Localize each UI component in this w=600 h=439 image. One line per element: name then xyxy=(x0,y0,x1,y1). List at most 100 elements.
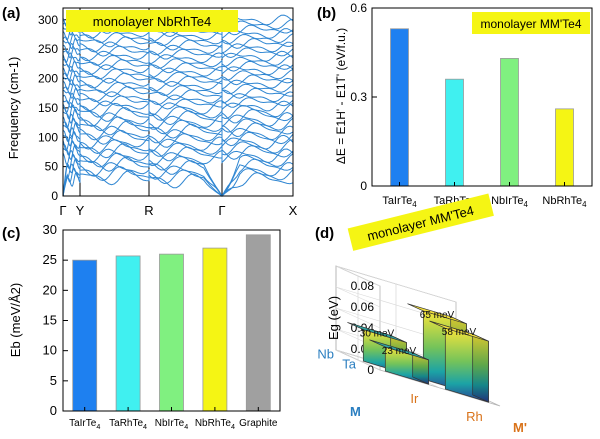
z-grid-line xyxy=(335,286,457,324)
z-axis-label: Eg (eV) xyxy=(326,296,341,340)
bar-Ta-Rh: 58 meV xyxy=(429,320,489,403)
title-box xyxy=(472,12,590,34)
panel-a-phonon-dispersion: (a) Frequency (cm-1) 050100150200250300 … xyxy=(2,5,298,218)
bar-top-face xyxy=(347,322,407,343)
x-tick-label: Γ xyxy=(59,203,66,218)
panel-label-a: (a) xyxy=(2,5,20,22)
phonon-branch xyxy=(62,100,294,117)
y-tick-label: 200 xyxy=(38,72,58,86)
x-ticks: TaIrTe4 TaRhTe4 NbIrTe4 NbRhTe4 Graphite xyxy=(69,407,278,431)
title-box xyxy=(347,193,494,251)
bar-value-label: 65 meV xyxy=(420,310,455,321)
title-box xyxy=(66,10,238,32)
z-grid-line xyxy=(335,265,457,303)
bar-NbIrTe4 xyxy=(159,253,184,412)
phonon-branch xyxy=(62,64,294,79)
y-tick-label: 20 xyxy=(43,282,57,297)
y-tick-label: 0.3 xyxy=(350,90,367,104)
mprime-category-label: Ir xyxy=(410,391,419,406)
y-tick-label: 0 xyxy=(360,179,367,193)
x-tick-label: R xyxy=(144,203,153,218)
panel-label-d: (d) xyxy=(315,225,334,242)
bar-value-label: 30 meV xyxy=(360,329,395,340)
chart-title: monolayer MM'Te4 xyxy=(481,17,582,31)
z-tick-label: 0.06 xyxy=(351,300,375,314)
phonon-branch xyxy=(62,148,294,167)
bar-NbRhTe4 xyxy=(202,247,228,412)
x-tick-label: TaIrTe4 xyxy=(69,418,100,431)
bar-value-label: 23 meV xyxy=(382,346,417,357)
bar-TaIrTe4 xyxy=(390,28,409,187)
y-tick-label: 100 xyxy=(38,130,58,144)
y-tick-label: 50 xyxy=(45,160,59,174)
bar-top-face xyxy=(369,339,429,361)
bars-3d: 30 meV 65 meV 23 meV 58 meV xyxy=(347,303,489,403)
phonon-branch xyxy=(62,156,294,197)
z-tick-label: 0.08 xyxy=(351,279,375,293)
m-category-label: Nb xyxy=(317,346,334,361)
y-tick-label: 15 xyxy=(43,313,57,328)
y-ticks: 0 5 10 15 20 25 30 xyxy=(43,222,68,418)
phonon-branch xyxy=(62,111,294,130)
phonon-branch xyxy=(62,91,294,106)
x-tick-label: TaIrTe4 xyxy=(382,195,417,209)
x-tick-label: Y xyxy=(76,203,85,218)
phonon-branch xyxy=(62,134,294,153)
plot-frame xyxy=(62,229,281,412)
y-axis-label: Eb (meV/Å2) xyxy=(8,283,23,357)
mprime-axis-label: M' xyxy=(513,420,527,434)
phonon-branch xyxy=(62,41,294,56)
bar-Ta-Ir: 23 meV xyxy=(369,339,429,385)
bar-TaIrTe4 xyxy=(72,259,98,412)
title-tag: monolayer MM'Te4 xyxy=(347,193,494,251)
y-tick-label: 300 xyxy=(38,13,58,27)
bar-TaRhTe4 xyxy=(115,255,141,412)
panel-b-energy-difference: (b) ΔE = E1H' - E1T' (eV/f.u.) 0 0.3 0.6 T… xyxy=(317,1,593,209)
x-tick-label: X xyxy=(289,203,298,218)
y-tick-label: 10 xyxy=(43,343,57,358)
y-axis-label: ΔE = E1H' - E1T' (eV/f.u.) xyxy=(334,28,348,164)
bar-Graphite xyxy=(245,234,271,412)
y-axis-label: Frequency (cm-1) xyxy=(6,57,21,160)
bar-side-face xyxy=(472,333,489,403)
z-grid-line xyxy=(335,307,457,345)
x-tick-label: Γ xyxy=(218,203,225,218)
x-tick-label: NbIrTe4 xyxy=(491,195,528,209)
plot-frame xyxy=(371,7,593,187)
phonon-branch xyxy=(63,125,294,144)
y-tick-label: 25 xyxy=(43,252,57,267)
z-tick-label: 0 xyxy=(367,363,374,377)
mprime-category-label: Rh xyxy=(466,409,483,424)
phonon-branch xyxy=(62,50,294,65)
plot-frame xyxy=(62,7,294,197)
y-ticks: 0 0.3 0.6 xyxy=(350,1,377,193)
category-labels: Nb Ta Ir Rh xyxy=(317,346,482,424)
x-tick-label: NbRhTe4 xyxy=(542,195,587,209)
phonon-branch xyxy=(62,120,294,139)
y-tick-label: 5 xyxy=(50,373,57,388)
phonon-branches xyxy=(62,14,294,197)
bar-top-face xyxy=(407,303,467,325)
x-tick-label: Graphite xyxy=(239,418,278,429)
y-tick-label: 0 xyxy=(50,403,57,418)
x-tick-label: NbIrTe4 xyxy=(155,418,188,431)
bar-NbIrTe4 xyxy=(500,58,519,187)
chart-title: monolayer NbRhTe4 xyxy=(93,14,212,29)
y-tick-label: 150 xyxy=(38,101,58,115)
phonon-branch xyxy=(62,72,294,87)
phonon-branch xyxy=(62,166,294,197)
bars xyxy=(390,28,574,187)
bars xyxy=(72,234,271,412)
phonon-branch xyxy=(62,28,294,42)
bar-NbRhTe4 xyxy=(555,108,574,187)
phonon-branch xyxy=(62,77,294,92)
bar-top-face xyxy=(429,320,489,342)
bar-value-label: 58 meV xyxy=(442,327,477,338)
x-tick-label: TaRhTe4 xyxy=(109,418,147,431)
bar-TaRhTe4 xyxy=(445,78,464,187)
y-tick-label: 30 xyxy=(43,222,57,237)
phonon-branch xyxy=(62,162,294,197)
phonon-branch xyxy=(62,81,294,97)
x-tick-label: NbRhTe4 xyxy=(195,418,235,431)
